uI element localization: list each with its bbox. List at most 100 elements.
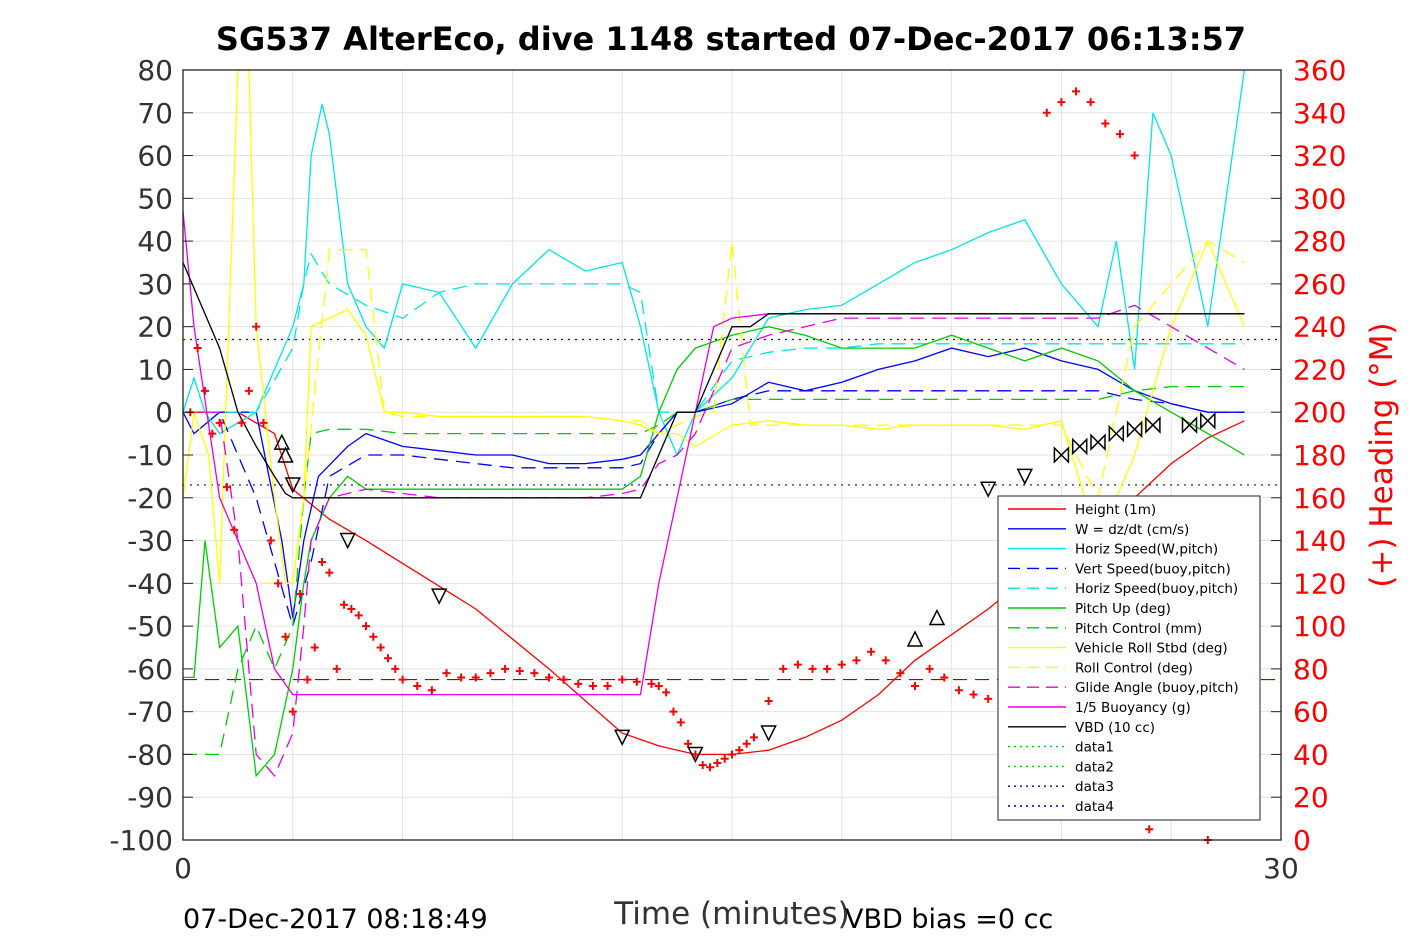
y-right-tick-label: 200 bbox=[1293, 396, 1346, 429]
legend-label: 1/5 Buoyancy (g) bbox=[1075, 700, 1191, 716]
y-right-tick-label: 160 bbox=[1293, 482, 1346, 515]
heading-point bbox=[1101, 119, 1110, 128]
heading-point bbox=[1072, 87, 1081, 96]
heading-point bbox=[310, 643, 319, 652]
heading-point bbox=[896, 669, 905, 678]
y-right-tick-label: 140 bbox=[1293, 525, 1346, 558]
heading-point bbox=[362, 622, 370, 631]
heading-point bbox=[669, 707, 678, 716]
heading-point bbox=[954, 686, 963, 695]
heading-point bbox=[200, 386, 209, 395]
series-line-pitch_up bbox=[183, 326, 1245, 778]
heading-point bbox=[911, 682, 919, 690]
legend-label: Pitch Up (deg) bbox=[1075, 601, 1171, 617]
triangle-down-marker bbox=[339, 532, 356, 550]
legend-label: data4 bbox=[1075, 799, 1114, 815]
heading-point bbox=[545, 673, 553, 682]
x-axis: 0 30 bbox=[174, 852, 1299, 885]
heading-point bbox=[603, 682, 612, 690]
legend-label: Horiz Speed(W,pitch) bbox=[1075, 542, 1218, 558]
heading-point bbox=[347, 605, 356, 613]
heading-point bbox=[259, 418, 268, 427]
bowtie-marker bbox=[1108, 424, 1125, 443]
y-tick-label: -80 bbox=[127, 738, 173, 771]
y-tick-label: -20 bbox=[127, 482, 173, 515]
y-right-tick-label: 20 bbox=[1293, 781, 1329, 814]
triangle-up-marker bbox=[273, 433, 291, 450]
heading-point bbox=[984, 694, 993, 703]
y-right-tick-label: 240 bbox=[1293, 311, 1346, 344]
legend-label: Vehicle Roll Stbd (deg) bbox=[1075, 641, 1228, 657]
triangle-up-marker bbox=[928, 608, 946, 626]
heading-point bbox=[969, 690, 978, 699]
heading-point bbox=[823, 664, 832, 673]
y-right-tick-label: 340 bbox=[1293, 97, 1346, 130]
y-axis-left: 80 70 60 50 40 30 20 10 0 -10 -20 -30 -40 -50 -60 -70 -8… bbox=[109, 54, 193, 857]
heading-point bbox=[281, 632, 290, 641]
y-tick-label: 0 bbox=[155, 396, 173, 429]
y-right-tick-label: 120 bbox=[1293, 567, 1346, 600]
heading-point bbox=[266, 536, 275, 545]
x-tick-label: 0 bbox=[174, 852, 192, 885]
series-line-horiz_speed bbox=[182, 69, 1246, 457]
heading-point bbox=[471, 673, 480, 682]
heading-point bbox=[698, 761, 707, 770]
heading-point bbox=[940, 673, 949, 682]
heading-point bbox=[1086, 98, 1095, 107]
triangle-down-marker bbox=[760, 725, 777, 742]
heading-point bbox=[1145, 825, 1154, 834]
y-tick-label: 20 bbox=[137, 311, 173, 344]
y-right-tick-label: 60 bbox=[1293, 696, 1329, 729]
heading-point bbox=[318, 557, 327, 566]
heading-point bbox=[735, 746, 744, 755]
heading-point bbox=[852, 656, 861, 665]
heading-point bbox=[457, 673, 466, 682]
y-axis-right: 3603403203002802602402202001801601401201… bbox=[1271, 54, 1346, 857]
legend: Height (1m) W = dz/dt (cm/s) Horiz Speed(W… bbox=[997, 495, 1261, 821]
legend-label: data2 bbox=[1075, 759, 1114, 775]
heading-point bbox=[296, 590, 305, 599]
heading-point bbox=[867, 647, 876, 656]
heading-point bbox=[486, 669, 495, 678]
heading-point bbox=[684, 739, 693, 748]
triangle-up-marker bbox=[277, 446, 294, 463]
triangle-down-marker bbox=[284, 477, 302, 494]
heading-point bbox=[632, 677, 641, 686]
heading-point bbox=[376, 643, 385, 652]
y-tick-label: 40 bbox=[137, 225, 173, 258]
heading-point bbox=[728, 750, 736, 759]
y-tick-label: -60 bbox=[127, 653, 173, 686]
heading-point bbox=[654, 682, 663, 690]
heading-point bbox=[881, 656, 890, 665]
x-axis-label: Time (minutes) bbox=[613, 896, 849, 932]
legend-label: W = dz/dt (cm/s) bbox=[1075, 522, 1189, 538]
heading-point bbox=[325, 568, 334, 577]
heading-point bbox=[764, 696, 773, 705]
y-right-tick-label: 300 bbox=[1293, 182, 1346, 215]
y-tick-label: -70 bbox=[127, 696, 173, 729]
bowtie-marker bbox=[1090, 433, 1106, 451]
y-right-tick-label: 220 bbox=[1293, 353, 1346, 386]
bowtie-marker bbox=[1181, 416, 1198, 434]
legend-label: data1 bbox=[1075, 740, 1114, 756]
y-tick-label: 50 bbox=[137, 182, 173, 215]
footer-vbd-bias: VBD bias =0 cc bbox=[845, 904, 1053, 935]
y-right-tick-label: 360 bbox=[1293, 54, 1346, 87]
heading-point bbox=[742, 739, 751, 748]
triangle-down-marker bbox=[979, 481, 997, 498]
y-right-tick-label: 320 bbox=[1293, 140, 1346, 173]
heading-point bbox=[237, 418, 246, 427]
bowtie-marker bbox=[1145, 416, 1161, 434]
heading-point bbox=[303, 675, 312, 684]
y-tick-label: -100 bbox=[109, 824, 173, 857]
legend-label: Pitch Control (mm) bbox=[1075, 621, 1202, 637]
heading-point bbox=[288, 707, 297, 716]
heading-point bbox=[427, 686, 436, 695]
footer-timestamp: 07-Dec-2017 08:18:49 bbox=[183, 904, 488, 935]
heading-point bbox=[413, 682, 422, 690]
series-line-vbd bbox=[182, 262, 1245, 499]
legend-label: Roll Control (deg) bbox=[1075, 660, 1193, 676]
y-right-tick-label: 260 bbox=[1293, 268, 1346, 301]
heading-point bbox=[340, 600, 349, 609]
